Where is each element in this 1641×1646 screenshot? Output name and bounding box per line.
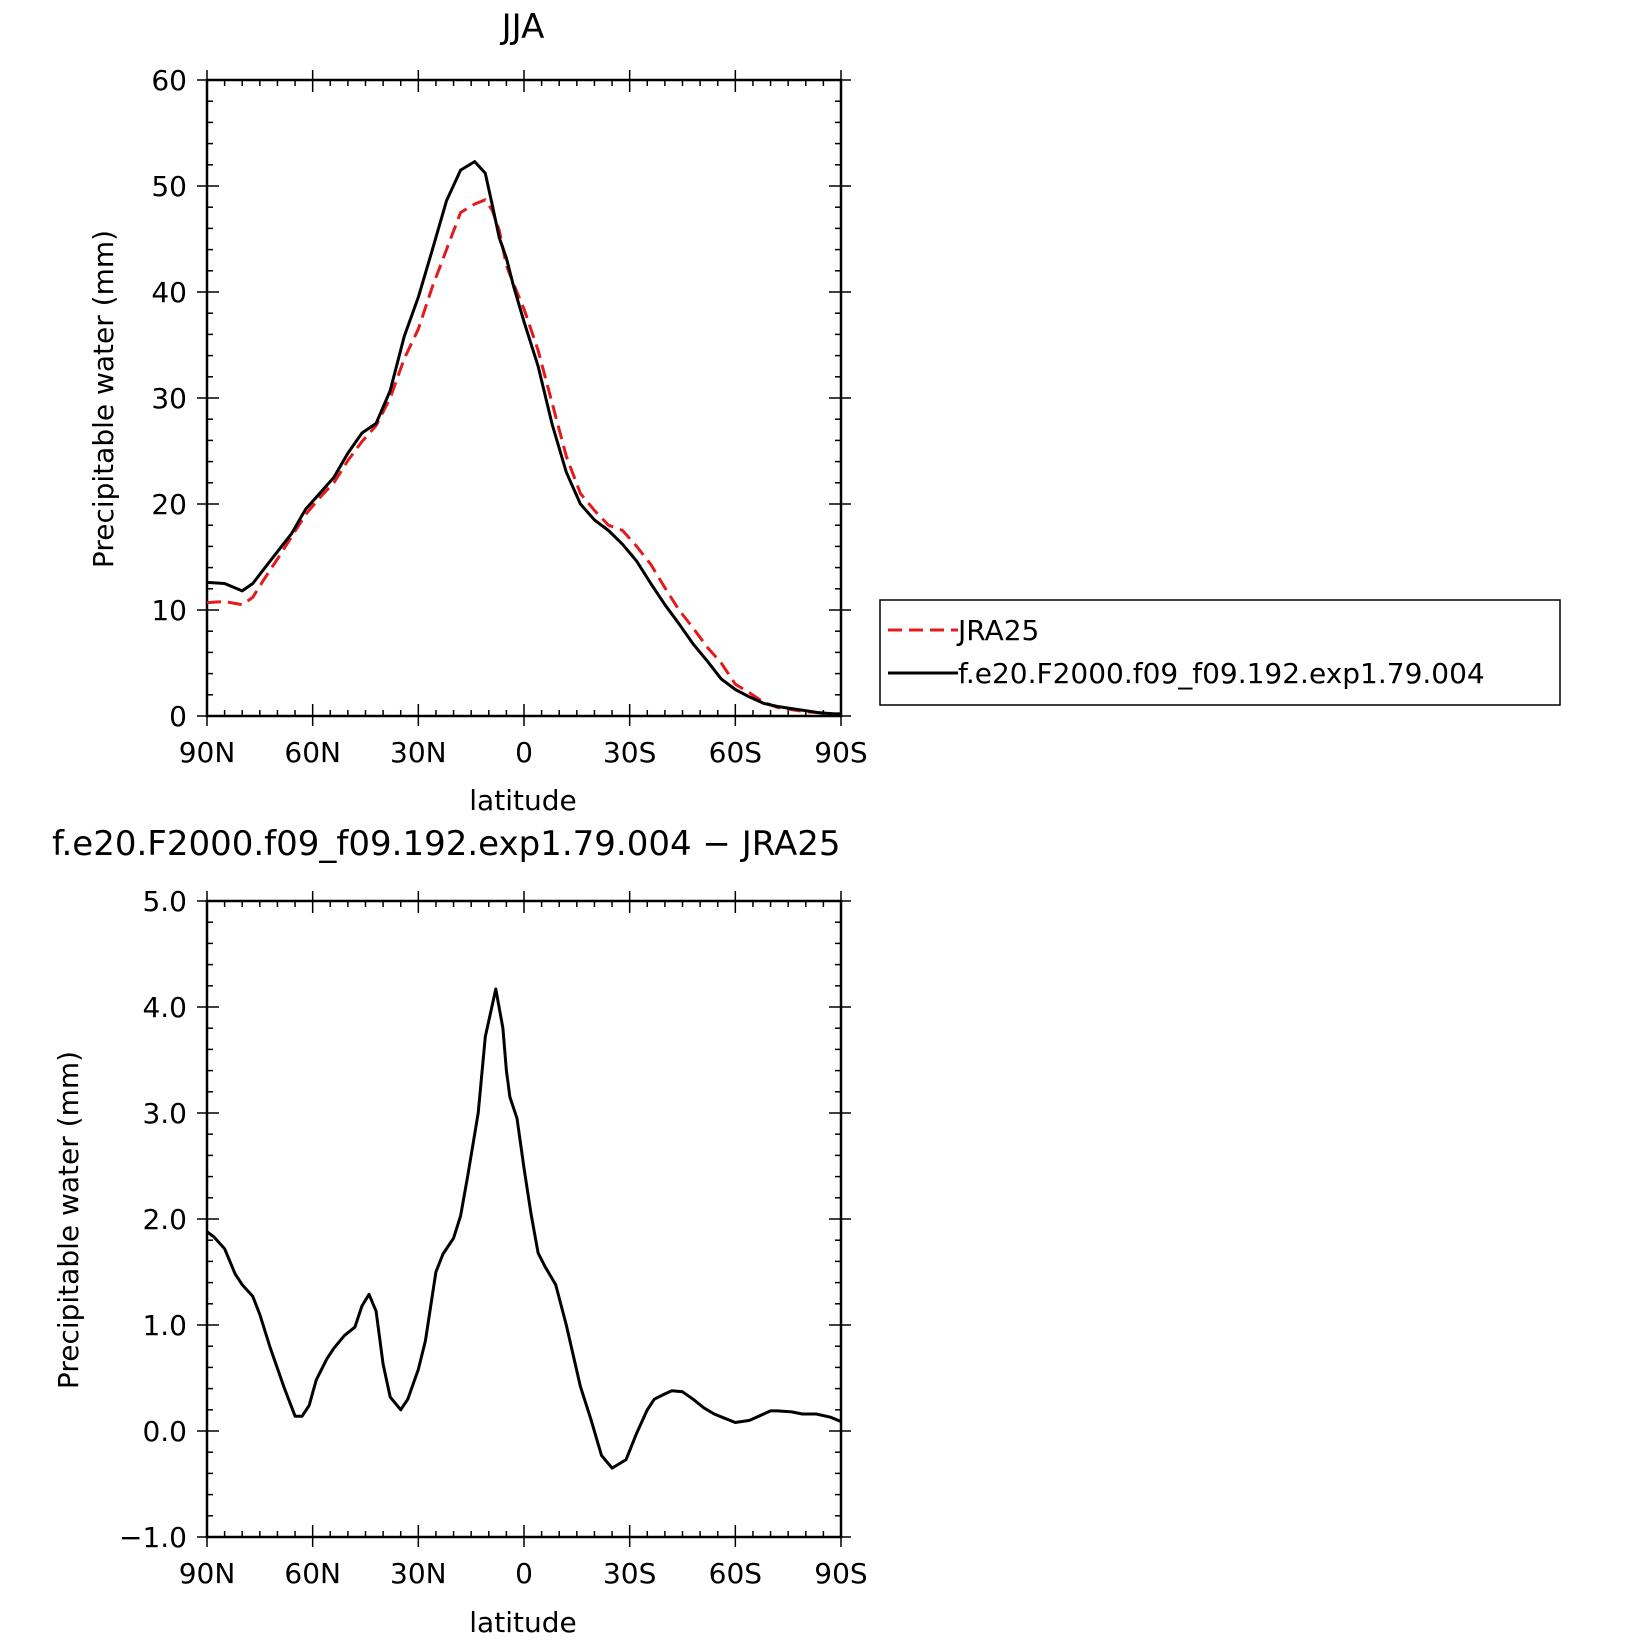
- y-tick-label: 5.0: [142, 885, 187, 918]
- x-tick-label: 30S: [603, 1557, 656, 1590]
- y-tick-label: 0: [169, 700, 187, 733]
- legend-label-0: JRA25: [956, 614, 1039, 647]
- series-line-0: [206, 198, 841, 716]
- x-tick-label: 60S: [709, 1557, 762, 1590]
- x-tick-label: 90S: [814, 1557, 867, 1590]
- plot-frame: [205, 899, 843, 1539]
- x-tick-label: 0: [515, 1557, 533, 1590]
- legend-label-1: f.e20.F2000.f09_f09.192.exp1.79.004: [958, 657, 1485, 690]
- bottom-x-axis-label: latitude: [469, 1606, 576, 1639]
- y-tick-label: 60: [151, 64, 187, 97]
- top-panel: JJA Precipitable water (mm) latitude 90N…: [87, 7, 1561, 817]
- x-tick-label: 0: [515, 736, 533, 769]
- plot-frame: [205, 78, 843, 718]
- bottom-plot-area: 90N 60N 30N 0 30S 60S 90S −1.0 0.0 1.0 2.0 3.0 4.0 5.…: [119, 885, 868, 1590]
- x-tick-label: 90S: [814, 736, 867, 769]
- y-tick-label: 1.0: [142, 1309, 187, 1342]
- top-legend: JRA25 f.e20.F2000.f09_f09.192.exp1.79.004: [879, 599, 1561, 706]
- bottom-y-axis-label: Precipitable water (mm): [52, 1051, 85, 1389]
- bottom-chart-title: f.e20.F2000.f09_f09.192.exp1.79.004 − JR…: [52, 824, 841, 864]
- legend-box: [879, 599, 1561, 706]
- y-tick-label: 3.0: [142, 1097, 187, 1130]
- series-line-0: [206, 987, 842, 1470]
- x-tick-label: 30N: [390, 1557, 447, 1590]
- y-tick-label: 4.0: [142, 991, 187, 1024]
- y-tick-label: 40: [151, 276, 187, 309]
- x-tick-label: 30N: [390, 736, 447, 769]
- y-tick-label: 20: [151, 488, 187, 521]
- x-tick-label: 60N: [284, 736, 341, 769]
- top-y-axis-label: Precipitable water (mm): [87, 230, 120, 568]
- y-tick-label: 50: [151, 170, 187, 203]
- x-tick-label: 60S: [709, 736, 762, 769]
- y-tick-label: 0.0: [142, 1415, 187, 1448]
- top-x-axis-label: latitude: [469, 784, 576, 817]
- y-tick-label: 30: [151, 382, 187, 415]
- x-tick-label: 90N: [179, 736, 236, 769]
- series-line-1: [206, 160, 841, 716]
- top-plot-area: 90N 60N 30N 0 30S 60S 90S 0 10 20 30 40 50 60: [151, 64, 867, 769]
- x-tick-label: 60N: [284, 1557, 341, 1590]
- y-tick-label: 10: [151, 594, 187, 627]
- top-chart-title: JJA: [500, 7, 545, 47]
- x-tick-label: 90N: [179, 1557, 236, 1590]
- y-tick-label: −1.0: [119, 1521, 187, 1554]
- y-tick-label: 2.0: [142, 1203, 187, 1236]
- bottom-panel: f.e20.F2000.f09_f09.192.exp1.79.004 − JR…: [52, 824, 868, 1639]
- x-tick-label: 30S: [603, 736, 656, 769]
